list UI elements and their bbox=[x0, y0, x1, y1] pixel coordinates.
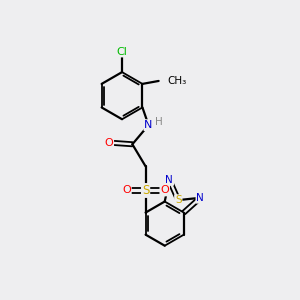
Text: O: O bbox=[122, 185, 131, 196]
Text: H: H bbox=[155, 117, 163, 127]
Text: S: S bbox=[175, 195, 181, 205]
Text: O: O bbox=[160, 185, 169, 196]
Text: S: S bbox=[142, 184, 149, 197]
Text: O: O bbox=[104, 138, 113, 148]
Text: N: N bbox=[144, 120, 153, 130]
Text: Cl: Cl bbox=[117, 46, 128, 56]
Text: N: N bbox=[196, 193, 204, 203]
Text: CH₃: CH₃ bbox=[167, 76, 186, 86]
Text: N: N bbox=[165, 175, 173, 185]
